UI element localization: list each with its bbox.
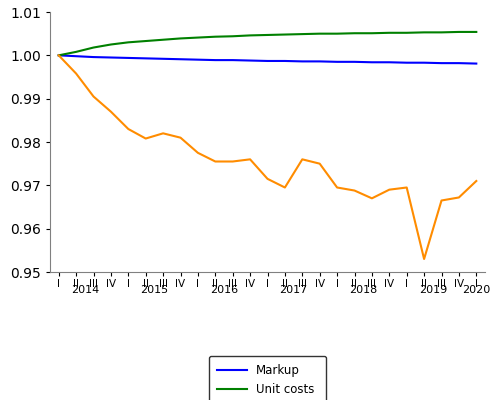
Profit Rate [369,196,375,201]
Profit Rate [352,188,358,193]
Profit Rate [195,150,201,155]
Profit Rate [126,126,132,131]
Markup [438,61,444,66]
Markup [264,58,270,63]
Unit costs [178,36,184,41]
Unit costs [282,32,288,37]
Profit Rate [264,176,270,181]
Unit costs [230,34,235,39]
Profit Rate [404,185,409,190]
Unit costs [247,33,253,38]
Markup [456,61,462,66]
Markup [386,60,392,65]
Profit Rate [247,157,253,162]
Markup [421,60,427,65]
Unit costs [421,30,427,35]
Unit costs [300,32,306,36]
Markup [90,55,96,60]
Text: 2015: 2015 [140,285,168,295]
Text: 2018: 2018 [349,285,378,295]
Profit Rate [386,187,392,192]
Unit costs [334,31,340,36]
Profit Rate [160,131,166,136]
Unit costs [56,53,62,58]
Profit Rate [300,157,306,162]
Unit costs [404,30,409,35]
Unit costs [126,40,132,45]
Profit Rate [73,71,79,76]
Profit Rate [108,109,114,114]
Unit costs [456,30,462,34]
Profit Rate [90,94,96,99]
Unit costs [195,35,201,40]
Profit Rate [438,198,444,203]
Profit Rate [212,159,218,164]
Unit costs [108,42,114,47]
Profit Rate [474,178,480,183]
Unit costs [160,37,166,42]
Markup [352,60,358,64]
Profit Rate [421,257,427,262]
Markup [126,56,132,60]
Unit costs [438,30,444,35]
Unit costs [212,34,218,39]
Profit Rate [230,159,235,164]
Text: 2016: 2016 [210,285,238,295]
Unit costs [264,32,270,37]
Line: Markup: Markup [58,55,476,64]
Markup [178,57,184,62]
Unit costs [90,45,96,50]
Markup [56,53,62,58]
Markup [474,61,480,66]
Markup [160,56,166,61]
Profit Rate [56,53,62,58]
Markup [282,58,288,63]
Unit costs [474,30,480,34]
Markup [300,59,306,64]
Profit Rate [334,185,340,190]
Unit costs [142,39,148,44]
Unit costs [386,30,392,35]
Markup [247,58,253,63]
Markup [334,60,340,64]
Profit Rate [456,195,462,200]
Profit Rate [178,135,184,140]
Markup [369,60,375,65]
Text: 2017: 2017 [280,285,307,295]
Legend: Markup, Unit costs, Profit Rate: Markup, Unit costs, Profit Rate [209,356,326,400]
Line: Profit Rate: Profit Rate [58,55,476,259]
Markup [230,58,235,62]
Markup [73,54,79,58]
Unit costs [73,50,79,54]
Markup [316,59,322,64]
Text: 2020: 2020 [462,285,490,295]
Markup [108,55,114,60]
Markup [404,60,409,65]
Profit Rate [142,136,148,141]
Text: 2019: 2019 [418,285,447,295]
Text: 2014: 2014 [70,285,99,295]
Markup [212,58,218,62]
Unit costs [352,31,358,36]
Markup [142,56,148,61]
Unit costs [316,31,322,36]
Profit Rate [316,161,322,166]
Line: Unit costs: Unit costs [58,32,476,55]
Markup [195,57,201,62]
Unit costs [369,31,375,36]
Profit Rate [282,185,288,190]
